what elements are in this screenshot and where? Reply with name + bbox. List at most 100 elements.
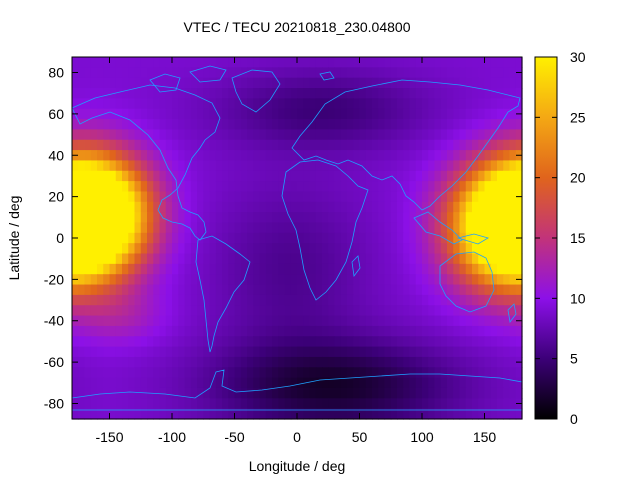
heatmap-cell	[140, 222, 148, 234]
heatmap-cell	[497, 346, 504, 358]
heatmap-cell	[134, 377, 142, 389]
heatmap-cell	[509, 57, 517, 68]
heatmap-cell	[390, 77, 398, 89]
y-tick-label: -40	[44, 313, 64, 329]
heatmap-cell	[115, 356, 123, 368]
heatmap-cell	[103, 274, 111, 286]
heatmap-cell	[222, 108, 229, 120]
heatmap-cell	[109, 150, 117, 162]
heatmap-cell	[203, 325, 211, 337]
heatmap-cell	[478, 284, 486, 296]
heatmap-cell	[272, 98, 279, 110]
heatmap-cell	[97, 284, 104, 296]
heatmap-cell	[284, 387, 292, 399]
heatmap-cell	[84, 325, 92, 337]
heatmap-cell	[278, 88, 286, 99]
heatmap-cell	[278, 160, 286, 172]
heatmap-cell	[434, 336, 442, 348]
heatmap-cell	[140, 191, 148, 203]
heatmap-cell	[115, 408, 123, 420]
heatmap-cell	[309, 170, 317, 182]
heatmap-cell	[259, 77, 267, 89]
heatmap-cell	[178, 253, 186, 265]
heatmap-cell	[215, 356, 223, 368]
heatmap-cell	[403, 170, 411, 182]
heatmap-cell	[440, 294, 448, 306]
heatmap-cell	[209, 243, 217, 255]
heatmap-cell	[209, 139, 217, 151]
heatmap-cell	[184, 274, 192, 286]
heatmap-cell	[290, 201, 298, 213]
heatmap-cell	[247, 253, 254, 265]
heatmap-cell	[328, 398, 336, 410]
heatmap-cell	[228, 67, 236, 79]
heatmap-cell	[372, 398, 379, 410]
heatmap-cell	[347, 387, 354, 399]
heatmap-cell	[428, 315, 436, 327]
heatmap-cell	[315, 212, 323, 224]
heatmap-cell	[109, 294, 117, 306]
heatmap-cell	[178, 170, 186, 182]
heatmap-cell	[140, 232, 148, 244]
heatmap-cell	[384, 253, 392, 265]
heatmap-cell	[409, 325, 417, 337]
heatmap-cell	[322, 398, 329, 410]
heatmap-cell	[490, 325, 498, 337]
heatmap-cell	[234, 160, 242, 172]
heatmap-cell	[90, 108, 98, 120]
heatmap-cell	[497, 315, 504, 327]
heatmap-cell	[215, 253, 223, 265]
heatmap-cell	[247, 108, 254, 120]
heatmap-cell	[497, 387, 504, 399]
heatmap-cell	[515, 119, 523, 130]
heatmap-cell	[259, 129, 267, 141]
heatmap-cell	[397, 274, 404, 286]
heatmap-cell	[178, 98, 186, 110]
heatmap-cell	[334, 263, 342, 275]
heatmap-cell	[234, 88, 242, 99]
heatmap-cell	[428, 139, 436, 151]
heatmap-cell	[440, 408, 448, 420]
heatmap-cell	[484, 336, 492, 348]
heatmap-cell	[190, 139, 198, 151]
heatmap-cell	[159, 305, 167, 317]
heatmap-cell	[222, 150, 229, 162]
heatmap-cell	[422, 387, 429, 399]
heatmap-cell	[115, 150, 123, 162]
heatmap-cell	[340, 181, 348, 193]
heatmap-cell	[190, 315, 198, 327]
heatmap-cell	[384, 98, 392, 110]
heatmap-cell	[309, 284, 317, 296]
heatmap-cell	[259, 305, 267, 317]
heatmap-cell	[347, 263, 354, 275]
heatmap-cell	[428, 77, 436, 89]
heatmap-cell	[359, 57, 367, 68]
heatmap-cell	[265, 325, 273, 337]
heatmap-cell	[297, 253, 304, 265]
heatmap-cell	[97, 325, 104, 337]
heatmap-cell	[134, 57, 142, 68]
heatmap-cell	[322, 150, 329, 162]
heatmap-cell	[178, 315, 186, 327]
heatmap-cell	[409, 294, 417, 306]
heatmap-cell	[509, 77, 517, 89]
heatmap-cell	[278, 129, 286, 141]
heatmap-cell	[190, 57, 198, 68]
heatmap-cell	[447, 398, 454, 410]
heatmap-cell	[134, 243, 142, 255]
heatmap-cell	[484, 170, 492, 182]
heatmap-cell	[397, 315, 404, 327]
heatmap-cell	[403, 356, 411, 368]
heatmap-cell	[140, 67, 148, 79]
heatmap-cell	[90, 181, 98, 193]
heatmap-cell	[197, 325, 204, 337]
heatmap-cell	[84, 336, 92, 348]
heatmap-cell	[272, 377, 279, 389]
heatmap-cell	[490, 408, 498, 420]
heatmap-cell	[134, 294, 142, 306]
heatmap-cell	[422, 398, 429, 410]
heatmap-cell	[378, 336, 386, 348]
heatmap-cell	[297, 88, 304, 99]
heatmap-cell	[209, 181, 217, 193]
heatmap-cell	[222, 191, 229, 203]
